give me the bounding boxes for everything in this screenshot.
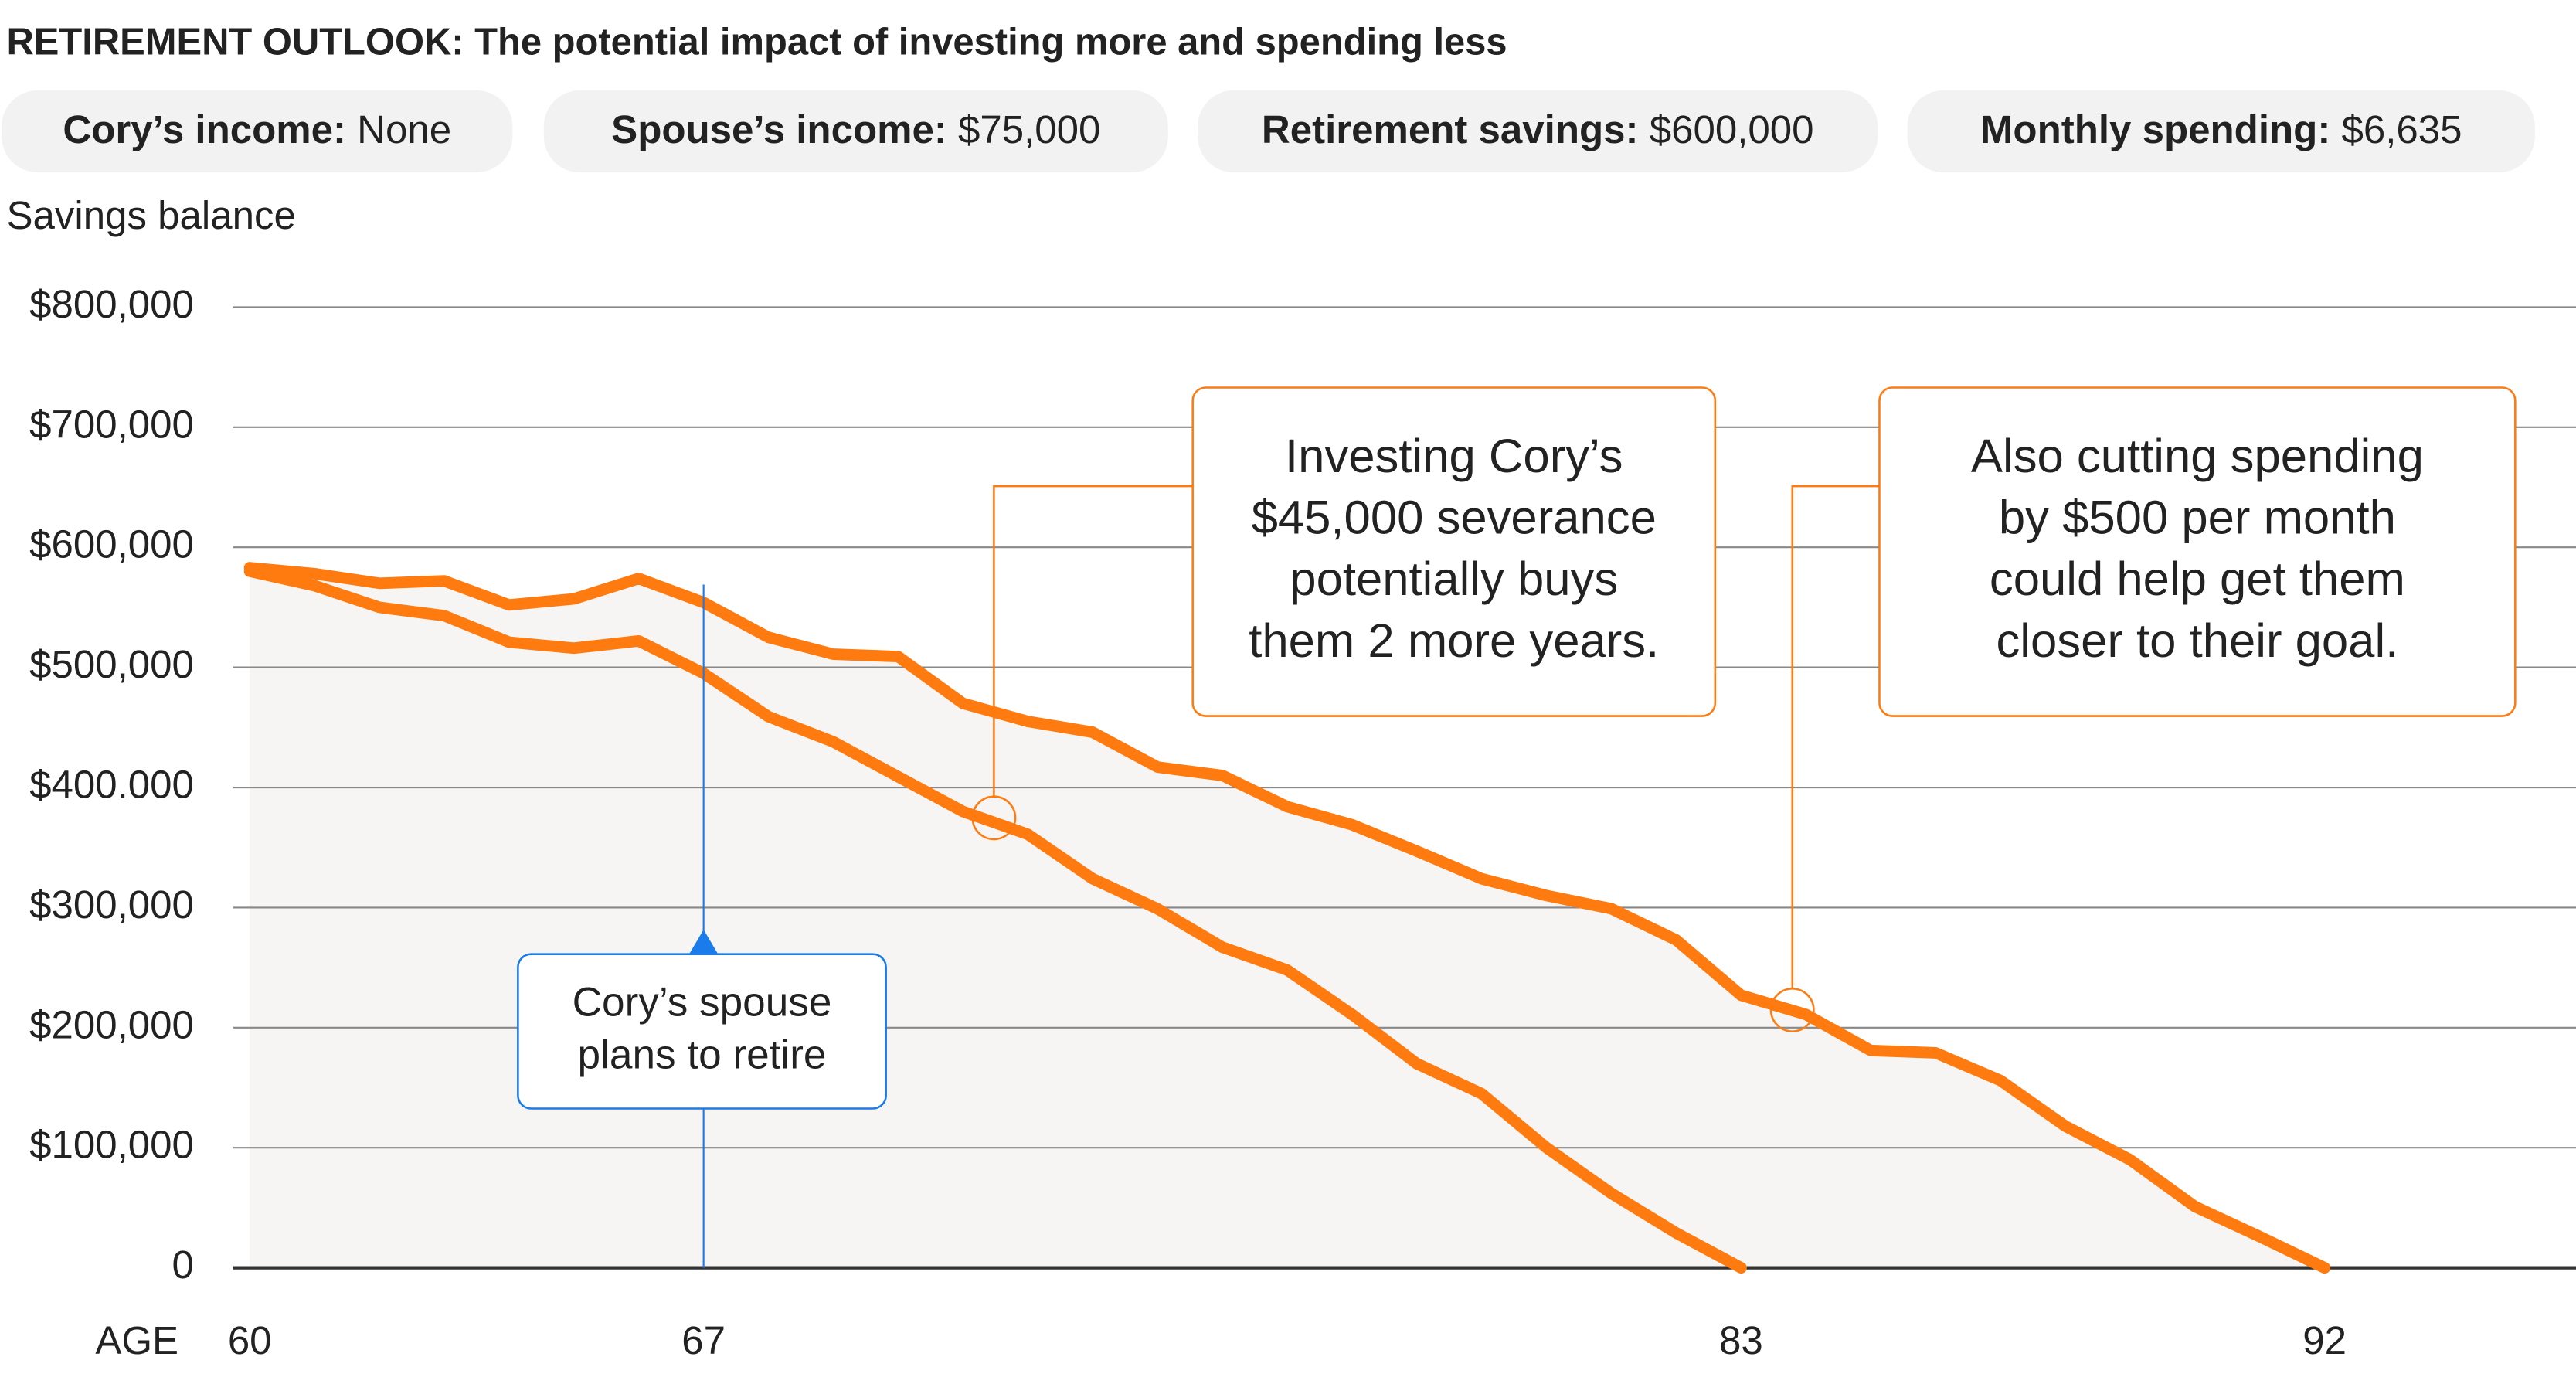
series-line xyxy=(243,562,2331,1274)
info-label: Retirement savings: xyxy=(1262,108,1639,152)
info-pill xyxy=(2,90,513,173)
info-value: None xyxy=(346,108,451,152)
annotation-box xyxy=(1191,386,1717,717)
annotation-dot xyxy=(971,795,1017,841)
info-text: Retirement savings: $600,000 xyxy=(1262,108,1814,152)
info-label: Monthly spending: xyxy=(1980,108,2330,152)
info-pill xyxy=(543,90,1168,173)
info-value: $600,000 xyxy=(1639,108,1814,152)
annotation-text: $45,000 severance xyxy=(1252,491,1657,544)
annotation-text: potentially buys xyxy=(1290,553,1618,606)
y-tick-label: $100,000 xyxy=(29,1123,194,1167)
annotation-text: by $500 per month xyxy=(1999,491,2396,544)
y-tick-label: 0 xyxy=(172,1243,194,1287)
annotation-text: closer to their goal. xyxy=(1996,614,2398,668)
annotation-box xyxy=(517,953,887,1110)
y-tick-label: $400.000 xyxy=(29,762,194,806)
info-text: Monthly spending: $6,635 xyxy=(1980,108,2462,152)
x-tick-label: 60 xyxy=(228,1318,272,1362)
x-tick-label: 92 xyxy=(2302,1318,2347,1362)
annotation-text: them 2 more years. xyxy=(1249,614,1659,668)
y-tick-label: $800,000 xyxy=(29,282,194,326)
info-pill xyxy=(1907,90,2535,173)
y-tick-label: $500,000 xyxy=(29,642,194,686)
info-value: $6,635 xyxy=(2330,108,2462,152)
annotation-dot xyxy=(1769,988,1815,1032)
y-axis-label: Savings balance xyxy=(7,193,296,237)
annotation-text: plans to retire xyxy=(578,1032,827,1078)
annotation-box xyxy=(1878,386,2517,717)
y-tick-label: $700,000 xyxy=(29,402,194,446)
y-tick-label: $200,000 xyxy=(29,1002,194,1046)
annotation-text: Investing Cory’s xyxy=(1285,430,1623,483)
chart-title: RETIREMENT OUTLOOK: The potential impact… xyxy=(7,21,1507,63)
info-label: Cory’s income: xyxy=(63,108,346,152)
y-tick-label: $600,000 xyxy=(29,522,194,566)
info-pill xyxy=(1198,90,1878,173)
annotation-text: could help get them xyxy=(1990,553,2405,606)
x-axis-label: AGE xyxy=(95,1318,178,1362)
info-text: Cory’s income: None xyxy=(63,108,451,152)
info-label: Spouse’s income: xyxy=(611,108,947,152)
annotation-leader xyxy=(993,485,1193,797)
y-tick-label: $300,000 xyxy=(29,883,194,927)
info-value: $75,000 xyxy=(947,108,1101,152)
annotation-arrow xyxy=(687,929,720,957)
series-line xyxy=(243,565,1747,1274)
x-tick-label: 67 xyxy=(681,1318,726,1362)
annotation-text: Cory’s spouse xyxy=(573,980,832,1025)
annotation-leader xyxy=(1791,485,1880,989)
info-text: Spouse’s income: $75,000 xyxy=(611,108,1100,152)
annotation-text: Also cutting spending xyxy=(1971,430,2424,483)
x-tick-label: 83 xyxy=(1719,1318,1763,1362)
